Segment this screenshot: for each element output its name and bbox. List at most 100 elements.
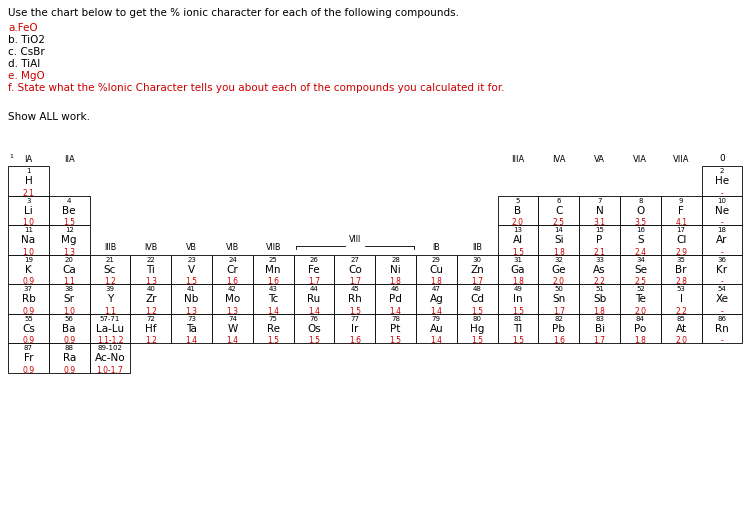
Text: 50: 50 xyxy=(554,286,563,292)
Text: F: F xyxy=(678,206,684,216)
Text: Tc: Tc xyxy=(268,294,279,304)
Text: Rb: Rb xyxy=(22,294,35,304)
Text: 72: 72 xyxy=(146,316,156,322)
Text: 1.4: 1.4 xyxy=(186,336,198,345)
Text: 76: 76 xyxy=(310,316,319,322)
Bar xyxy=(334,254,375,284)
Text: V: V xyxy=(188,265,195,275)
Text: Na: Na xyxy=(21,235,35,245)
Text: Hf: Hf xyxy=(145,324,156,334)
Text: d. TiAl: d. TiAl xyxy=(8,59,40,69)
Bar xyxy=(538,313,579,343)
Bar xyxy=(171,284,212,313)
Text: B: B xyxy=(514,206,522,216)
Bar xyxy=(498,225,538,254)
Text: 1.5: 1.5 xyxy=(267,336,279,345)
Bar xyxy=(538,284,579,313)
Text: Use the chart below to get the % ionic character for each of the following compo: Use the chart below to get the % ionic c… xyxy=(8,8,459,18)
Text: As: As xyxy=(593,265,606,275)
Text: Ru: Ru xyxy=(307,294,321,304)
Text: IA: IA xyxy=(24,155,32,164)
Text: 81: 81 xyxy=(513,316,522,322)
Bar xyxy=(416,313,457,343)
Bar xyxy=(253,313,294,343)
Text: 0.9: 0.9 xyxy=(23,307,35,316)
Bar xyxy=(8,343,49,373)
Text: Se: Se xyxy=(634,265,647,275)
Bar xyxy=(375,313,416,343)
Bar xyxy=(334,284,375,313)
Text: 1.3: 1.3 xyxy=(145,277,157,286)
Bar xyxy=(253,284,294,313)
Text: 79: 79 xyxy=(432,316,441,322)
Text: Xe: Xe xyxy=(716,294,729,304)
Text: 31: 31 xyxy=(513,257,522,263)
Text: Te: Te xyxy=(635,294,646,304)
Text: -: - xyxy=(720,218,723,227)
Bar xyxy=(171,254,212,284)
Text: Y: Y xyxy=(107,294,113,304)
Text: 56: 56 xyxy=(65,316,74,322)
Text: 30: 30 xyxy=(473,257,482,263)
Text: IVA: IVA xyxy=(552,155,565,164)
Bar xyxy=(8,313,49,343)
Text: 0.9: 0.9 xyxy=(23,336,35,345)
Text: He: He xyxy=(715,176,729,186)
Text: 2.4: 2.4 xyxy=(634,248,646,256)
Text: Cs: Cs xyxy=(22,324,35,334)
Bar xyxy=(49,254,90,284)
Bar xyxy=(538,225,579,254)
Text: N: N xyxy=(596,206,603,216)
Text: 1.5: 1.5 xyxy=(308,336,320,345)
Text: 77: 77 xyxy=(350,316,359,322)
Text: Ti: Ti xyxy=(146,265,156,275)
Text: 54: 54 xyxy=(717,286,726,292)
Text: 1.7: 1.7 xyxy=(593,336,606,345)
Text: 82: 82 xyxy=(554,316,563,322)
Bar xyxy=(131,254,171,284)
Text: Sn: Sn xyxy=(552,294,565,304)
Text: -: - xyxy=(720,188,723,198)
Text: 38: 38 xyxy=(65,286,74,292)
Text: f. State what the %Ionic Character tells you about each of the compounds you cal: f. State what the %Ionic Character tells… xyxy=(8,83,504,93)
Text: 1.0-1.7: 1.0-1.7 xyxy=(97,366,123,375)
Text: Rn: Rn xyxy=(715,324,729,334)
Bar xyxy=(701,254,742,284)
Text: I: I xyxy=(680,294,683,304)
Text: 45: 45 xyxy=(350,286,359,292)
Text: 2.2: 2.2 xyxy=(675,307,687,316)
Bar xyxy=(701,166,742,196)
Text: Mg: Mg xyxy=(61,235,77,245)
Bar xyxy=(498,284,538,313)
Text: O: O xyxy=(636,206,645,216)
Bar xyxy=(579,313,620,343)
Text: 2.2: 2.2 xyxy=(593,277,606,286)
Text: VA: VA xyxy=(594,155,605,164)
Text: 1.5: 1.5 xyxy=(471,336,483,345)
Text: K: K xyxy=(25,265,32,275)
Text: IIIA: IIIA xyxy=(511,155,525,164)
Text: IB: IB xyxy=(433,243,440,252)
Text: 1.5: 1.5 xyxy=(512,336,524,345)
Bar xyxy=(375,254,416,284)
Text: 1.4: 1.4 xyxy=(430,307,442,316)
Bar xyxy=(498,196,538,225)
Text: Cr: Cr xyxy=(226,265,239,275)
Text: 2.0: 2.0 xyxy=(634,307,646,316)
Text: 1.3: 1.3 xyxy=(63,248,76,256)
Text: 22: 22 xyxy=(146,257,156,263)
Text: 57-71: 57-71 xyxy=(100,316,120,322)
Text: Ga: Ga xyxy=(510,265,525,275)
Text: 1.5: 1.5 xyxy=(63,218,76,227)
Text: 20: 20 xyxy=(65,257,74,263)
Text: 16: 16 xyxy=(636,227,645,234)
Bar xyxy=(579,225,620,254)
Text: 47: 47 xyxy=(432,286,441,292)
Bar xyxy=(416,254,457,284)
Text: 0.9: 0.9 xyxy=(63,366,76,375)
Text: 1.8: 1.8 xyxy=(512,277,524,286)
Bar xyxy=(579,196,620,225)
Text: -: - xyxy=(720,336,723,345)
Text: Ge: Ge xyxy=(552,265,566,275)
Bar xyxy=(620,284,661,313)
